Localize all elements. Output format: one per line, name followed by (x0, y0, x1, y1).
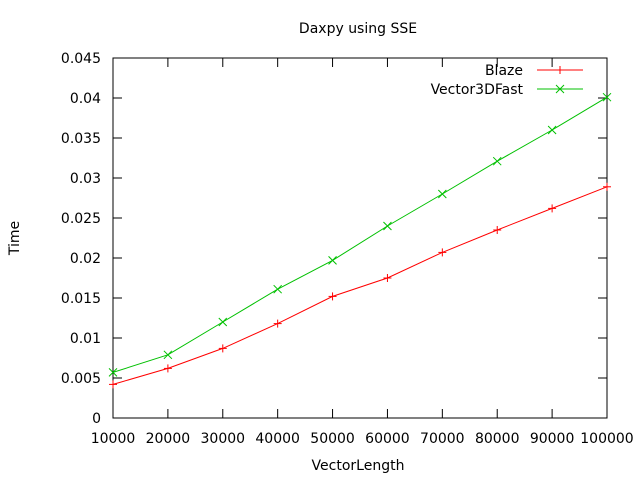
y-tick-label: 0.04 (70, 91, 101, 107)
data-point-cross-b (547, 125, 557, 135)
y-axis-label: Time (7, 221, 23, 256)
axis-ticks: 0 0.005 0.01 0.015 0.02 0.025 0.03 0.035 0.04 0.0… (61, 51, 634, 447)
data-point-cross-b (437, 189, 447, 199)
series-line (112, 186, 608, 385)
y-tick-label: 0.01 (70, 331, 101, 347)
data-point-cross-b (328, 256, 337, 265)
data-point-cross-b (218, 317, 228, 327)
legend-label: Blaze (485, 63, 523, 79)
data-point-cross-b (108, 368, 118, 377)
data-point-cross-b (492, 156, 502, 166)
series-line (112, 96, 608, 373)
x-tick-label: 30000 (201, 431, 246, 447)
y-tick-label: 0.045 (61, 51, 101, 67)
series-blaze (109, 182, 611, 389)
y-tick-label: 0.03 (70, 171, 101, 187)
y-tick-label: 0.015 (61, 291, 101, 307)
data-point-cross-b (555, 84, 565, 94)
plot-frame (112, 57, 608, 419)
data-point-cross-b (163, 350, 173, 360)
legend: Blaze Vector3DFast (431, 63, 583, 98)
data-point-cross-b (383, 221, 392, 231)
x-tick-label: 100000 (580, 431, 633, 447)
legend-label: Vector3DFast (431, 82, 524, 98)
x-tick-label: 80000 (475, 431, 520, 447)
x-tick-label: 70000 (420, 431, 465, 447)
y-tick-label: 0.035 (61, 131, 101, 147)
x-tick-label: 10000 (91, 431, 136, 447)
x-tick-label: 50000 (310, 431, 355, 447)
x-tick-label: 90000 (530, 431, 575, 447)
y-tick-label: 0 (92, 411, 101, 427)
x-axis-label: VectorLength (312, 458, 405, 474)
x-tick-label: 40000 (255, 431, 300, 447)
y-tick-label: 0.005 (61, 371, 101, 387)
y-tick-label: 0.025 (61, 211, 101, 227)
x-tick-label: 60000 (365, 431, 410, 447)
series-layer (108, 92, 612, 389)
y-tick-label: 0.02 (70, 251, 101, 267)
data-point-cross-b (273, 284, 283, 294)
data-point-cross-b (602, 92, 612, 102)
series-vector3dfast (108, 92, 612, 377)
chart-title: Daxpy using SSE (299, 21, 417, 37)
x-tick-label: 20000 (146, 431, 191, 447)
